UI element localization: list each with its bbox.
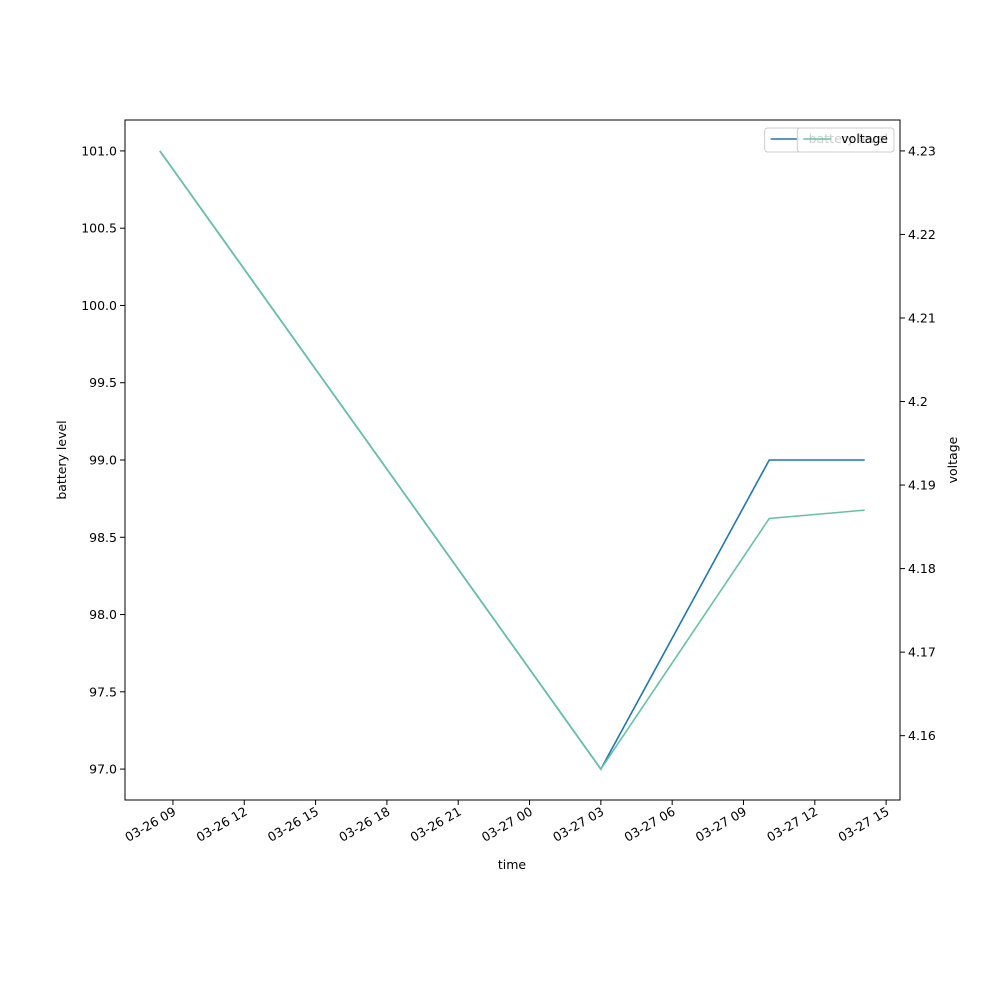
y-tick-label: 101.0 — [81, 143, 117, 158]
y-tick-label: 98.5 — [89, 530, 117, 545]
y2-tick-label: 4.18 — [908, 561, 936, 576]
x-axis-label: time — [498, 857, 527, 872]
legend-label: voltage — [841, 131, 888, 146]
y2-tick-label: 4.17 — [908, 645, 936, 660]
y-tick-label: 99.0 — [89, 453, 117, 468]
y-tick-label: 99.5 — [89, 375, 117, 390]
line-series — [159, 150, 865, 771]
y2-tick-label: 4.21 — [908, 310, 936, 325]
y2-tick-label: 4.23 — [908, 143, 936, 158]
y2-axis-label: voltage — [945, 436, 960, 483]
y-tick-label: 100.5 — [81, 221, 117, 236]
legend: voltage — [796, 127, 895, 153]
y2-tick-label: 4.2 — [908, 394, 928, 409]
y2-tick-label: 4.22 — [908, 227, 936, 242]
y-tick-label: 97.5 — [89, 684, 117, 699]
y2-tick-label: 4.19 — [908, 478, 936, 493]
y2-tick-label: 4.16 — [908, 728, 936, 743]
plot-frame — [124, 119, 901, 801]
y-axis-label: battery level — [54, 420, 69, 499]
y-tick-label: 98.0 — [89, 607, 117, 622]
y-tick-label: 100.0 — [81, 298, 117, 313]
y-tick-label: 97.0 — [89, 762, 117, 777]
legend-box — [796, 127, 895, 153]
